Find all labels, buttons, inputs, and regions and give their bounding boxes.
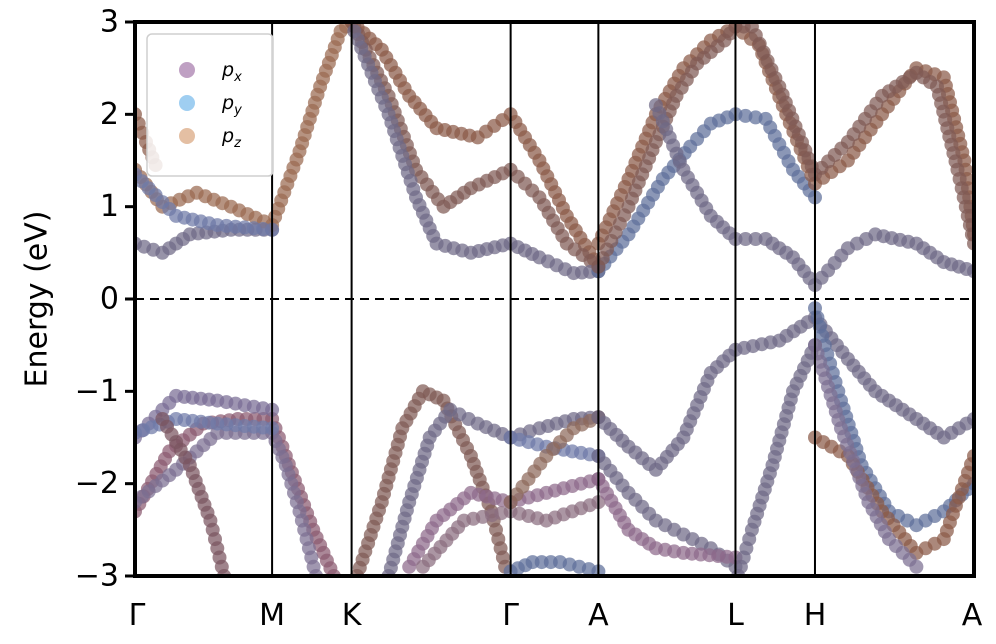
- x-tick-label: K: [342, 598, 363, 633]
- legend-label-subscript: z: [233, 136, 242, 151]
- band-7: [135, 167, 280, 237]
- x-tick-label: H: [804, 598, 827, 633]
- band-point: [738, 232, 753, 246]
- band-4: [155, 412, 232, 576]
- band-19: [591, 310, 974, 477]
- x-tick-label: Γ: [502, 598, 519, 633]
- y-tick-label: −3: [75, 559, 119, 594]
- band-14: [402, 472, 606, 574]
- legend-marker: [179, 128, 195, 144]
- band-15: [415, 495, 606, 574]
- x-tick-label: Γ: [129, 598, 146, 633]
- band-1: [135, 425, 323, 576]
- band-24: [591, 22, 974, 274]
- y-axis-label: Energy (eV): [20, 211, 55, 388]
- band-18: [503, 555, 606, 576]
- x-tick-label: A: [962, 598, 983, 633]
- y-tick-label: 0: [100, 282, 119, 317]
- x-tick-label: L: [727, 598, 744, 633]
- band-23: [591, 22, 974, 251]
- y-tick-label: 2: [100, 97, 119, 132]
- legend-box: [146, 33, 274, 177]
- y-axis-ticks: 3 2 1 0 −1 −2 −3: [75, 5, 135, 594]
- y-tick-label: 1: [100, 189, 119, 224]
- y-tick-label: 3: [100, 5, 119, 40]
- legend-label-subscript: x: [233, 70, 242, 85]
- y-tick-label: −1: [75, 374, 119, 409]
- y-tick-label: −2: [75, 466, 119, 501]
- band-point: [748, 232, 763, 246]
- band-29: [808, 338, 924, 574]
- legend-marker: [179, 95, 195, 111]
- x-tick-label: M: [259, 598, 285, 633]
- band-21: [591, 472, 743, 565]
- legend-marker: [179, 62, 195, 78]
- band-28: [731, 338, 822, 576]
- legend-label-subscript: y: [233, 103, 242, 118]
- x-tick-label: A: [588, 598, 609, 633]
- band-11: [347, 24, 606, 281]
- band-point: [909, 559, 924, 574]
